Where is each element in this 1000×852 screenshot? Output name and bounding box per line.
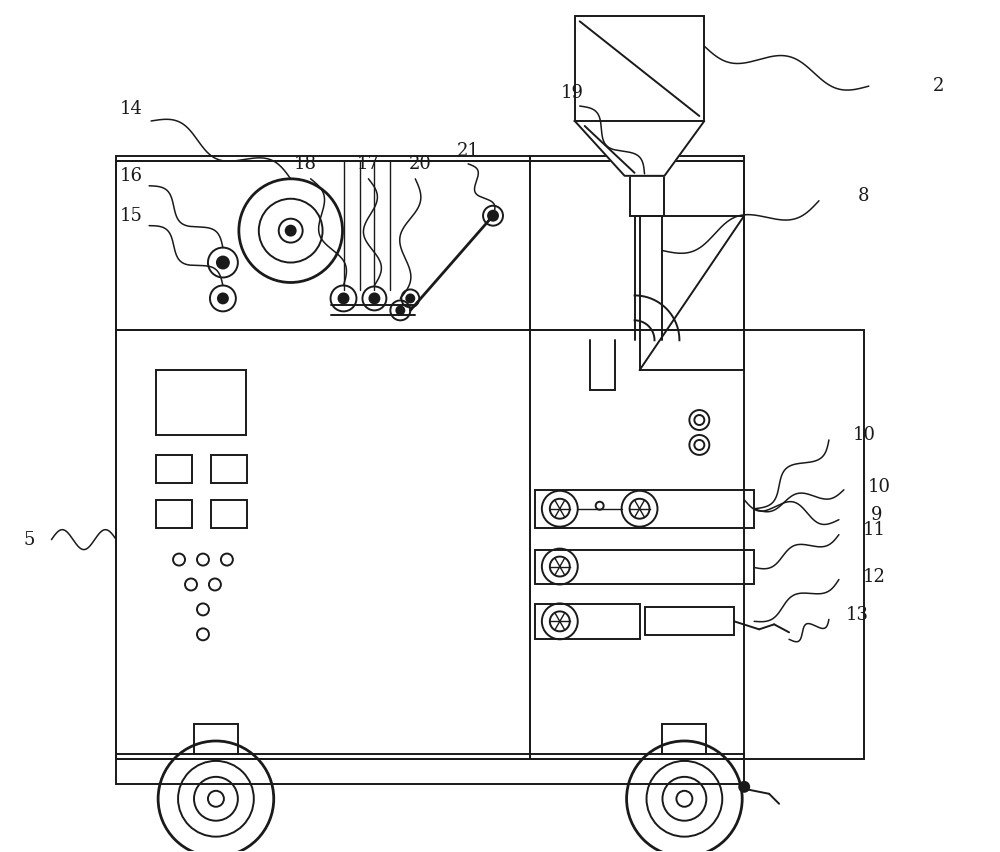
Circle shape bbox=[488, 210, 498, 221]
Circle shape bbox=[739, 782, 749, 792]
Bar bbox=[116, 161, 530, 331]
Bar bbox=[156, 455, 192, 483]
Bar bbox=[116, 754, 744, 784]
Text: 11: 11 bbox=[862, 521, 885, 538]
Text: 19: 19 bbox=[560, 84, 583, 102]
Circle shape bbox=[396, 307, 404, 314]
Text: 5: 5 bbox=[24, 531, 35, 549]
Circle shape bbox=[369, 293, 379, 303]
Circle shape bbox=[406, 295, 414, 302]
Text: 17: 17 bbox=[357, 155, 380, 173]
Bar bbox=[662, 724, 706, 754]
Bar bbox=[535, 490, 754, 527]
Bar bbox=[630, 176, 664, 216]
Text: 10: 10 bbox=[852, 426, 875, 444]
Bar bbox=[530, 161, 744, 331]
Text: 20: 20 bbox=[409, 155, 432, 173]
Text: 13: 13 bbox=[845, 607, 868, 625]
Text: 2: 2 bbox=[933, 78, 944, 95]
Text: 12: 12 bbox=[862, 567, 885, 585]
Bar bbox=[645, 607, 734, 636]
Bar bbox=[211, 455, 247, 483]
Circle shape bbox=[286, 226, 296, 236]
Text: 10: 10 bbox=[867, 478, 890, 496]
Bar bbox=[211, 500, 247, 527]
Circle shape bbox=[217, 256, 229, 268]
Circle shape bbox=[218, 293, 228, 303]
Bar bbox=[116, 156, 530, 759]
Bar bbox=[530, 331, 864, 759]
Bar bbox=[156, 500, 192, 527]
Bar bbox=[640, 216, 744, 370]
Text: 21: 21 bbox=[457, 142, 480, 160]
Text: 14: 14 bbox=[120, 100, 143, 118]
Circle shape bbox=[339, 293, 348, 303]
Bar bbox=[535, 604, 640, 639]
Polygon shape bbox=[575, 121, 704, 176]
Bar bbox=[116, 331, 530, 759]
Text: 9: 9 bbox=[871, 506, 883, 524]
Bar bbox=[575, 16, 704, 121]
Text: 16: 16 bbox=[120, 167, 143, 185]
Bar bbox=[194, 724, 238, 754]
Bar bbox=[156, 370, 246, 435]
Text: 8: 8 bbox=[858, 187, 870, 204]
Text: 18: 18 bbox=[294, 155, 317, 173]
Bar bbox=[535, 550, 754, 584]
Text: 15: 15 bbox=[120, 207, 143, 225]
Bar bbox=[530, 156, 744, 759]
